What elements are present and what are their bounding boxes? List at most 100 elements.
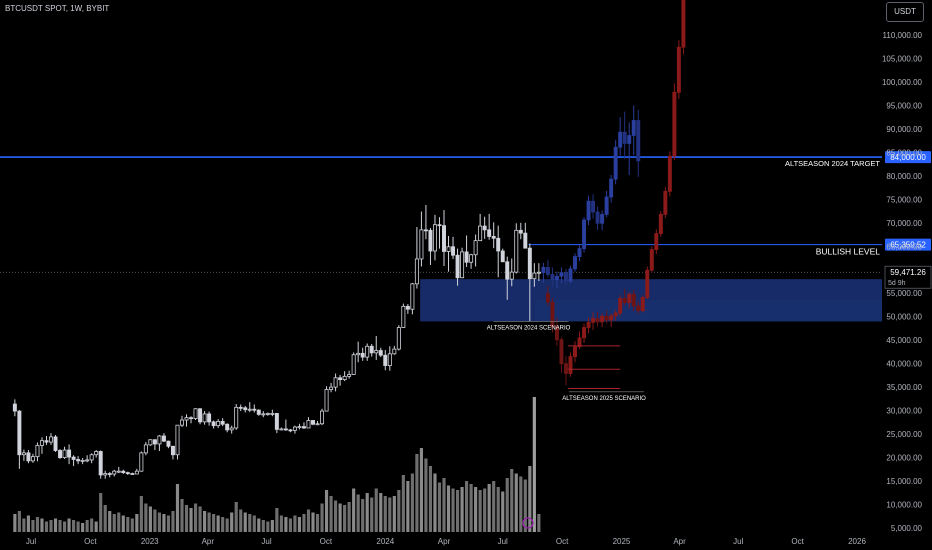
volume-bar	[49, 520, 53, 532]
volume-bar	[81, 523, 85, 532]
price-candle-body	[509, 271, 514, 280]
price-candle-body	[243, 407, 248, 411]
price-candle-body	[134, 470, 139, 475]
price-candle-body	[21, 452, 26, 456]
volume-bar	[288, 518, 292, 532]
x-tick-label: Jul	[261, 537, 271, 546]
currency-button[interactable]: USDT	[886, 2, 924, 22]
price-candle-body	[419, 229, 424, 260]
x-tick-label: 2025	[613, 537, 631, 546]
scenario-2024-candle-body	[545, 267, 550, 275]
volume-bar	[379, 493, 383, 532]
volume-bar	[67, 518, 71, 532]
volume-bar	[225, 518, 229, 532]
price-candle-body	[220, 421, 225, 425]
price-candle-body	[234, 406, 239, 429]
y-tick-label: 100,000.00	[882, 78, 923, 87]
volume-bar	[252, 515, 256, 532]
scenario-2024-candle-body	[573, 256, 577, 270]
volume-bar	[428, 466, 433, 532]
volume-bar	[234, 502, 238, 532]
volume-bar	[17, 511, 21, 532]
volume-bar	[293, 515, 297, 532]
volume-bar	[212, 514, 216, 532]
price-candle-body	[112, 470, 117, 475]
price-candle-body	[356, 352, 361, 356]
volume-bar	[365, 493, 369, 532]
volume-bar	[166, 515, 171, 532]
volume-bar	[171, 511, 175, 532]
y-tick-label: 50,000.00	[886, 313, 922, 322]
volume-bar	[44, 521, 49, 532]
countdown-label: 5d 9h	[888, 280, 906, 287]
volume-bar	[266, 521, 270, 532]
volume-bar	[90, 518, 94, 532]
scenario-2025-candle-body	[645, 269, 650, 298]
price-candle-body	[378, 350, 383, 356]
price-candle-body	[53, 436, 58, 451]
price-candle-body	[491, 236, 496, 239]
scenario-2025-candle-body	[563, 363, 568, 374]
volume-bar	[410, 473, 414, 532]
scenario-2025-candle-body	[649, 249, 654, 271]
y-tick-label: 5,000.00	[891, 524, 923, 533]
price-candle-body	[103, 473, 108, 476]
price-candle-body	[261, 413, 266, 416]
last-price-label: 59,471.26	[890, 268, 926, 277]
scenario-2025-candle-body	[663, 190, 668, 215]
price-candle-body	[17, 410, 22, 456]
price-candle-body	[469, 254, 474, 263]
bullish-level-caption: BULLISH LEVEL	[816, 247, 881, 257]
price-candle-body	[139, 452, 144, 472]
price-candle-body	[107, 473, 112, 475]
price-candle-body	[365, 345, 370, 358]
price-candle-body	[71, 456, 76, 460]
scenario-2024-candle-body	[627, 135, 632, 144]
volume-bar	[451, 488, 455, 532]
price-candle-body	[252, 408, 257, 411]
price-candle-body	[85, 459, 90, 462]
volume-bar	[388, 497, 392, 532]
volume-bar	[85, 520, 89, 532]
volume-bar	[198, 506, 202, 532]
volume-bar	[126, 517, 130, 532]
scenario-2024-candle-body	[600, 213, 605, 224]
volume-bar	[40, 518, 44, 532]
volume-bar	[103, 505, 107, 532]
price-candle-body	[152, 439, 157, 445]
scenario-2025-candle-body	[618, 298, 623, 314]
price-candle-body	[333, 377, 338, 388]
volume-bar	[121, 515, 125, 532]
price-candle-body	[329, 386, 334, 390]
price-candle-body	[496, 237, 501, 252]
volume-bar	[153, 509, 157, 532]
scenario-2025-candle-body	[658, 213, 663, 235]
price-candle-body	[297, 426, 302, 428]
volume-bar	[148, 506, 152, 532]
price-candle-body	[35, 444, 40, 458]
volume-bar	[442, 478, 446, 532]
price-candle-body	[532, 272, 537, 280]
y-tick-label: 90,000.00	[886, 125, 922, 134]
price-candle-body	[229, 427, 234, 431]
price-candle-body	[451, 246, 456, 256]
altseason-2024-target-price-tag	[885, 151, 931, 164]
scenario-2024-candle-body	[541, 267, 546, 273]
volume-bar	[419, 448, 423, 532]
x-tick-label: Jul	[26, 537, 36, 546]
volume-bar	[279, 515, 283, 532]
volume-bar	[537, 514, 541, 532]
volume-bar	[53, 518, 58, 532]
scenario-2024-candle-body	[613, 146, 618, 180]
volume-bar	[203, 511, 207, 532]
volume-bar	[130, 518, 134, 532]
scenario-2024-candle-body	[636, 120, 641, 162]
price-candle-body	[478, 225, 483, 242]
x-tick-label: 2023	[141, 537, 159, 546]
price-candle-body	[238, 406, 243, 409]
volume-bar	[324, 490, 329, 532]
price-candle-body	[383, 354, 388, 366]
altseason-2024-target-caption: ALTSEASON 2024 TARGET	[785, 159, 880, 168]
volume-bar	[501, 491, 505, 532]
